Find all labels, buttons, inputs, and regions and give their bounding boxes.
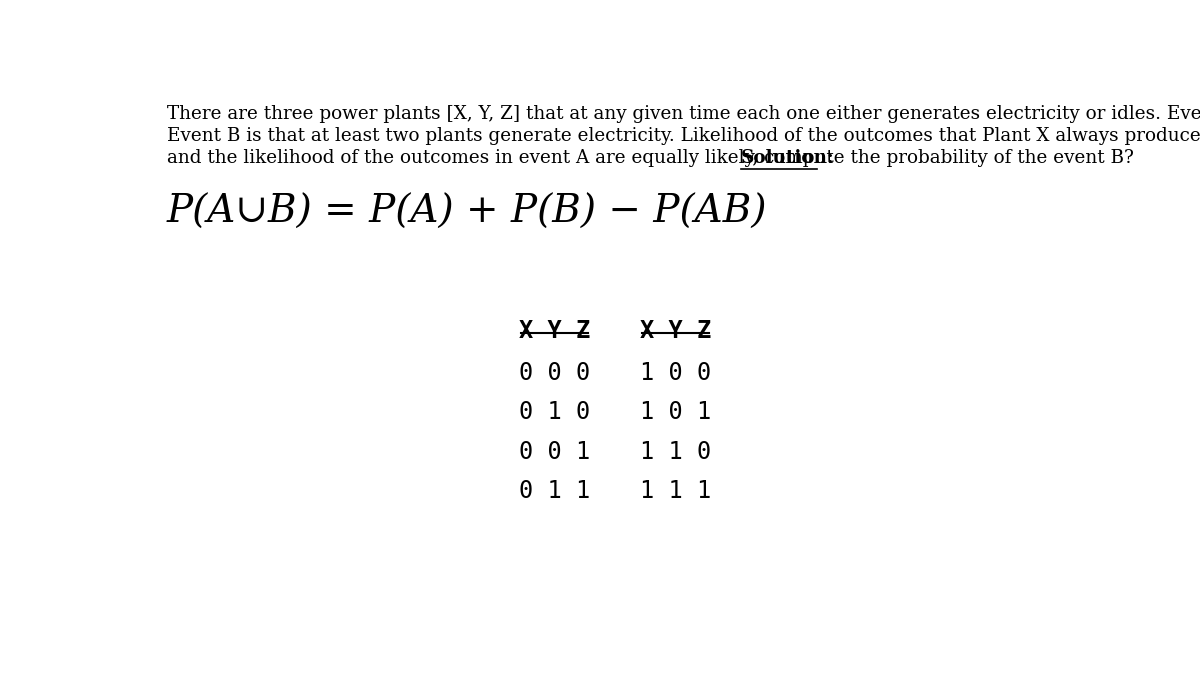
Text: 1 1 1: 1 1 1 [640,479,712,503]
Text: 0 0 1: 0 0 1 [518,439,590,464]
Text: 1 1 0: 1 1 0 [640,439,712,464]
Text: 0 0 0: 0 0 0 [518,361,590,385]
Text: There are three power plants [X, Y, Z] that at any given time each one either ge: There are three power plants [X, Y, Z] t… [167,105,1200,123]
Text: 0 1 0: 0 1 0 [518,401,590,424]
Text: 0 1 1: 0 1 1 [518,479,590,503]
Text: X Y Z: X Y Z [518,319,590,344]
Text: P(A∪B) = P(A) + P(B) − P(AB): P(A∪B) = P(A) + P(B) − P(AB) [167,194,767,231]
Text: 1 0 0: 1 0 0 [640,361,712,385]
Text: 1 0 1: 1 0 1 [640,401,712,424]
Text: X Y Z: X Y Z [640,319,712,344]
Text: and the likelihood of the outcomes in event A are equally likely, compute the pr: and the likelihood of the outcomes in ev… [167,149,1145,167]
Text: Event B is that at least two plants generate electricity. Likelihood of the outc: Event B is that at least two plants gene… [167,127,1200,145]
Text: Solution:: Solution: [740,149,834,167]
